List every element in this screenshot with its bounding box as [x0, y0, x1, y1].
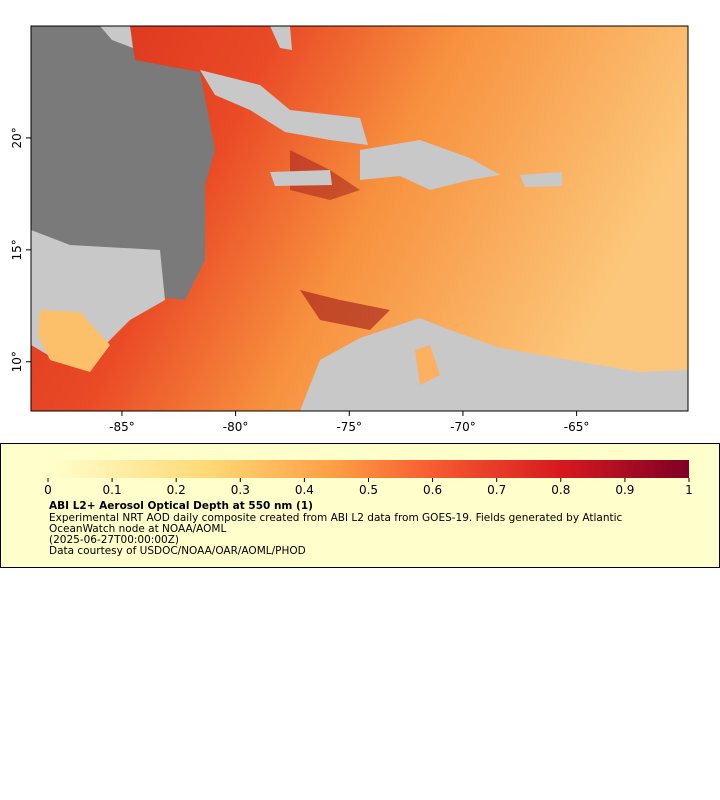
ocean-no-data: [31, 26, 215, 300]
map-frame: [30, 25, 689, 412]
colorbar-scale: [48, 460, 689, 478]
colorbar-tick-label: 0.9: [615, 483, 634, 497]
map-area: [30, 25, 689, 412]
high-aod-patch: [300, 290, 390, 330]
lon-tick-label: -65°: [564, 420, 590, 434]
land-bahamas: [270, 26, 292, 50]
colorbar-tick-label: 0.1: [103, 483, 122, 497]
land-hispaniola: [360, 140, 500, 190]
lon-tick-label: -80°: [223, 420, 249, 434]
colorbar-tick-label: 0.3: [231, 483, 250, 497]
colorbar-tick-label: 0.8: [551, 483, 570, 497]
legend-line: (2025-06-27T00:00:00Z): [49, 534, 179, 546]
land: [300, 318, 688, 411]
lat-tick-label: 10°: [10, 351, 24, 372]
colorbar: 0 0.1 0.2 0.3 0.4 0.5 0.6 0.7 0.8 0.9 1: [44, 460, 693, 497]
lat-tick-label: 20°: [10, 127, 24, 148]
colorbar-tick-label: 0.6: [423, 483, 442, 497]
colorbar-tick-label: 1: [685, 483, 693, 497]
land-aod: [38, 310, 110, 372]
colorbar-tick-label: 0: [44, 483, 52, 497]
legend-line: Experimental NRT AOD daily composite cre…: [49, 512, 623, 535]
colorbar-tick-label: 0.4: [295, 483, 314, 497]
colorbar-tick-label: 0.5: [359, 483, 378, 497]
land-florida: [100, 26, 133, 48]
legend-title: ABI L2+ Aerosol Optical Depth at 550 nm …: [49, 500, 313, 512]
colorbar-tick-label: 0.7: [487, 483, 506, 497]
lon-tick-label: -85°: [109, 420, 135, 434]
legend-panel: 0 0.1 0.2 0.3 0.4 0.5 0.6 0.7 0.8 0.9 1 ABI L2+ Ae…: [0, 443, 720, 568]
land-jamaica: [270, 170, 332, 186]
lat-tick-label: 15°: [10, 239, 24, 260]
colorbar-tick-label: 0.2: [167, 483, 186, 497]
land-puerto-rico: [520, 172, 562, 187]
legend-line: Data courtesy of USDOC/NOAA/OAR/AOML/PHO…: [49, 545, 306, 557]
map-figure: -85° -80° -75° -70° -65° 10° 15° 20°: [10, 25, 689, 434]
lon-tick-label: -75°: [336, 420, 362, 434]
land-aod: [415, 345, 440, 385]
land-cuba: [200, 70, 368, 145]
lon-tick-label: -70°: [450, 420, 476, 434]
